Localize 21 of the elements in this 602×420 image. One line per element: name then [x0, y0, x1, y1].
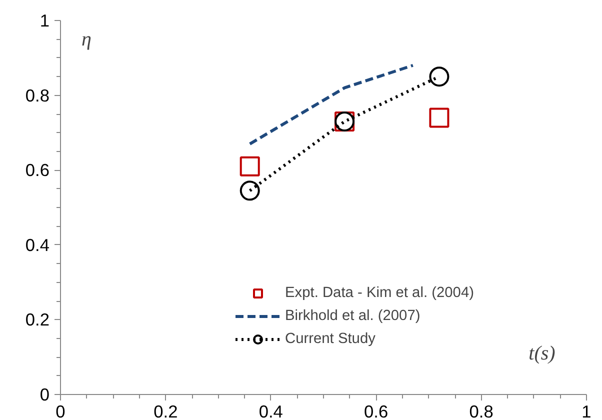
x-tick-label: 0	[56, 402, 66, 420]
x-axis-title: t(s)	[528, 342, 556, 365]
x-tick-label: 0.6	[364, 402, 388, 420]
legend-label: Birkhold et al. (2007)	[285, 308, 420, 324]
x-tick-label: 0.4	[258, 402, 284, 420]
point	[429, 66, 450, 87]
legend-label: Expt. Data - Kim et al. (2004)	[285, 285, 474, 301]
point	[429, 108, 450, 128]
x-tick-label: 0.8	[469, 402, 494, 420]
x-tick-label: 1	[582, 402, 592, 420]
legend-label: Current Study	[285, 331, 376, 347]
y-axis-title: η	[82, 28, 92, 50]
y-tick-label: 0.4	[25, 234, 50, 255]
y-tick-label: 1	[40, 10, 50, 30]
y-tick-label: 0.2	[25, 310, 50, 330]
y-tick-label: 0.6	[25, 160, 50, 180]
point	[240, 156, 260, 176]
point	[240, 180, 260, 201]
y-tick-label: 0.8	[25, 85, 50, 106]
x-tick-label: 0.2	[154, 402, 178, 420]
y-tick-label: 0	[40, 384, 50, 404]
